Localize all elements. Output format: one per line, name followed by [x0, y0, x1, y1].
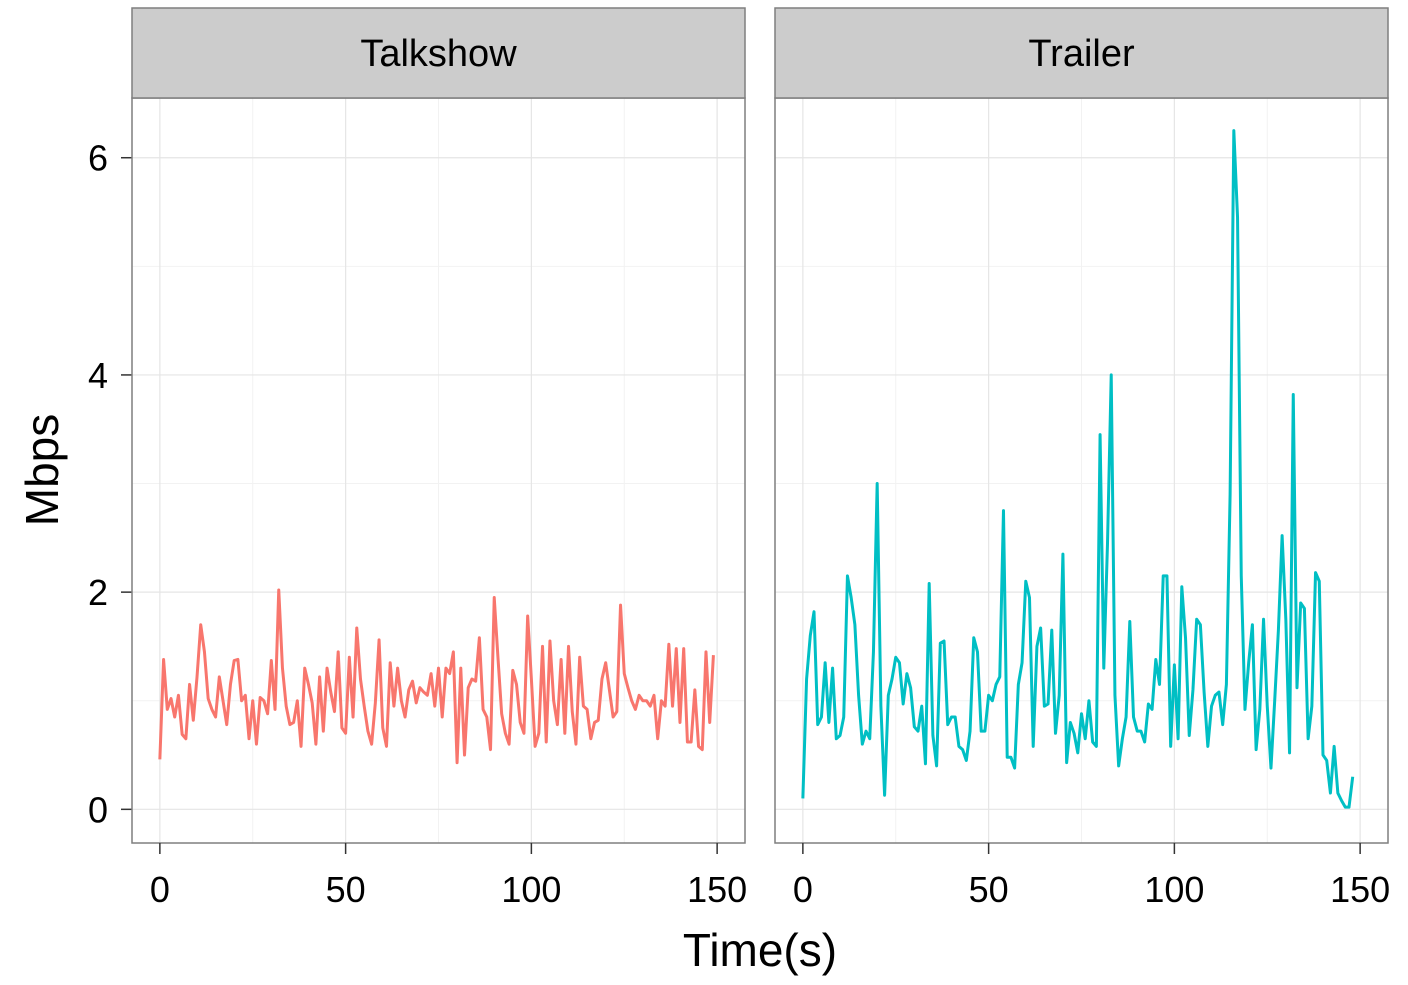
facet-strip	[131, 7, 746, 99]
facet-strip-label: Trailer	[1028, 33, 1135, 75]
x-tick-label: 100	[501, 869, 561, 910]
y-tick-label: 4	[88, 355, 108, 396]
y-tick-label: 0	[88, 789, 108, 830]
series-line-talkshow	[158, 588, 715, 765]
x-tick-label: 50	[969, 869, 1009, 910]
x-tick-label: 50	[326, 869, 366, 910]
x-tick-label: 100	[1144, 869, 1204, 910]
y-tick-label: 6	[88, 138, 108, 179]
series-line-trailer	[801, 129, 1355, 809]
x-tick-label: 0	[150, 869, 170, 910]
x-tick-label: 150	[687, 869, 747, 910]
facet-strip	[774, 7, 1389, 99]
x-axis-title: Time(s)	[683, 924, 837, 976]
y-axis-title: Mbps	[16, 414, 68, 526]
x-tick-label: 0	[793, 869, 813, 910]
facet-strip-label: Talkshow	[360, 33, 517, 75]
y-tick-label: 2	[88, 572, 108, 613]
x-tick-label: 150	[1330, 869, 1390, 910]
